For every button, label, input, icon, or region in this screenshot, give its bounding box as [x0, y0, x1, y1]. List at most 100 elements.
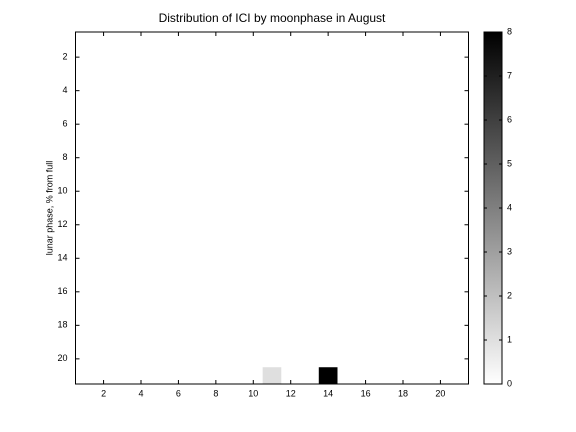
heatmap-cell	[262, 233, 282, 250]
heatmap-cell	[187, 350, 207, 368]
heatmap-cell	[337, 350, 357, 368]
heatmap-cell	[243, 350, 263, 368]
heatmap-cell	[374, 115, 394, 133]
heatmap-cell	[356, 115, 375, 133]
colorbar-tick-label: 2	[507, 290, 512, 300]
heatmap-cell	[150, 233, 170, 250]
colorbar-tick-label: 0	[507, 378, 512, 388]
heatmap-cell	[75, 32, 95, 49]
x-tick-label: 14	[323, 388, 333, 398]
heatmap-cell	[131, 82, 151, 100]
heatmap-cell	[243, 199, 263, 217]
heatmap-cell	[318, 316, 338, 334]
heatmap-cell	[131, 216, 151, 234]
heatmap-cell	[131, 283, 151, 301]
heatmap-cell	[431, 249, 450, 267]
heatmap-cell	[262, 300, 282, 317]
heatmap-cell	[449, 199, 469, 217]
heatmap-cell	[150, 249, 170, 267]
heatmap-cell	[281, 82, 301, 100]
heatmap-cell	[300, 233, 319, 250]
heatmap-cell	[337, 99, 357, 116]
heatmap-cell	[131, 149, 151, 167]
heatmap-cell	[337, 300, 357, 317]
heatmap-cell	[225, 300, 244, 317]
heatmap-cell	[75, 82, 95, 100]
heatmap-cell	[75, 283, 95, 301]
chart-title: Distribution of ICI by moonphase in Augu…	[159, 11, 386, 25]
x-tick-label: 16	[361, 388, 371, 398]
heatmap-cell	[131, 316, 151, 334]
heatmap-cell	[225, 333, 244, 351]
heatmap-cell	[169, 266, 188, 284]
heatmap-cell	[356, 249, 375, 267]
heatmap-cell	[150, 283, 170, 301]
heatmap-cell	[112, 182, 132, 200]
heatmap-cell	[431, 199, 450, 217]
heatmap-cell	[206, 82, 226, 100]
x-tick-label: 20	[435, 388, 445, 398]
heatmap-cell	[337, 32, 357, 49]
heatmap-cell	[318, 300, 338, 317]
heatmap-cell	[262, 316, 282, 334]
heatmap-cell	[112, 300, 132, 317]
heatmap-cell	[262, 216, 282, 234]
heatmap-cell	[318, 32, 338, 49]
heatmap-cell	[374, 350, 394, 368]
heatmap-cell	[393, 149, 413, 167]
x-tick-label: 6	[176, 388, 181, 398]
heatmap-cell	[449, 82, 469, 100]
heatmap-cell	[412, 283, 432, 301]
heatmap-cell	[262, 32, 282, 49]
heatmap-cell	[206, 149, 226, 167]
heatmap-cell	[112, 266, 132, 284]
heatmap-cell	[187, 166, 207, 183]
colorbar-tick-label: 7	[507, 70, 512, 80]
heatmap-cell	[393, 115, 413, 133]
heatmap-cell	[225, 99, 244, 116]
heatmap-cell	[262, 132, 282, 150]
heatmap-cell	[75, 266, 95, 284]
heatmap-cell	[112, 149, 132, 167]
heatmap-cell	[225, 216, 244, 234]
heatmap-cell	[169, 300, 188, 317]
heatmap-cell	[356, 333, 375, 351]
heatmap-cell	[262, 166, 282, 183]
y-tick-label: 16	[57, 286, 67, 296]
heatmap-cell	[337, 199, 357, 217]
heatmap-cell	[374, 82, 394, 100]
heatmap-cell	[187, 233, 207, 250]
heatmap-cell	[281, 216, 301, 234]
heatmap-cell	[393, 316, 413, 334]
heatmap-cell	[300, 316, 319, 334]
heatmap-cell	[449, 216, 469, 234]
x-tick-label: 2	[101, 388, 106, 398]
heatmap-cell	[393, 283, 413, 301]
heatmap-cell	[356, 132, 375, 150]
heatmap-cell	[412, 32, 432, 49]
heatmap-cell	[356, 99, 375, 116]
heatmap-cell	[243, 333, 263, 351]
heatmap-cell	[150, 367, 170, 384]
heatmap-cell	[374, 65, 394, 83]
heatmap-cell	[169, 233, 188, 250]
heatmap-cell	[225, 149, 244, 167]
heatmap-cell	[150, 65, 170, 83]
heatmap-cell	[393, 199, 413, 217]
heatmap-cell	[169, 249, 188, 267]
heatmap-cell	[412, 233, 432, 250]
heatmap-cell	[337, 333, 357, 351]
heatmap-cell	[225, 249, 244, 267]
heatmap-cell	[300, 350, 319, 368]
heatmap-cell	[412, 82, 432, 100]
heatmap-cell	[412, 99, 432, 116]
heatmap-cell	[75, 166, 95, 183]
heatmap-cell	[356, 367, 375, 384]
heatmap-cell	[187, 82, 207, 100]
heatmap-cell	[393, 182, 413, 200]
heatmap-cell	[356, 82, 375, 100]
heatmap-cell	[169, 132, 188, 150]
heatmap-cell	[187, 249, 207, 267]
heatmap-cell	[318, 266, 338, 284]
heatmap-cell	[169, 115, 188, 133]
